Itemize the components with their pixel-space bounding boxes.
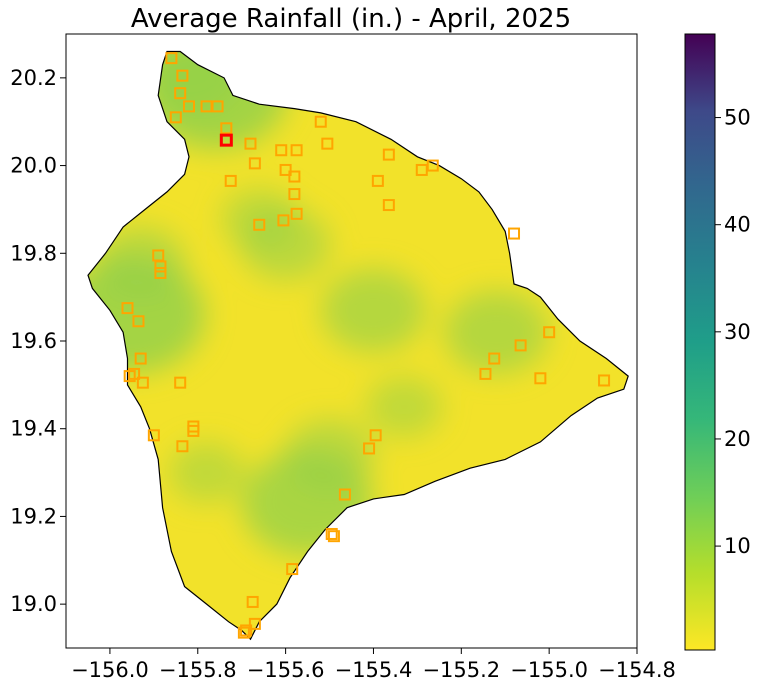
rainfall-high [366, 376, 442, 437]
colorbar: 10 20 30 40 50 [685, 34, 751, 650]
colorbar-tick-label: 50 [724, 106, 751, 130]
y-tick-label: 19.6 [10, 329, 57, 353]
y-tick-label: 19.8 [10, 241, 57, 265]
rainfall-high [285, 419, 375, 491]
y-tick-label: 19.4 [10, 417, 57, 441]
x-tick-label: −155.0 [510, 658, 588, 682]
y-tick-label: 19.2 [10, 504, 57, 528]
colorbar-tick-label: 20 [724, 427, 751, 451]
x-tick-label: −156.0 [71, 658, 149, 682]
y-axis: 19.0 19.2 19.4 19.6 19.8 20.0 20.2 [10, 66, 66, 616]
x-tick-label: −155.4 [335, 658, 413, 682]
y-tick-label: 20.2 [10, 66, 57, 90]
rainfall-high [321, 269, 425, 352]
y-tick-label: 19.0 [10, 592, 57, 616]
colorbar-tick-label: 30 [724, 320, 751, 344]
colorbar-tick-label: 40 [724, 213, 751, 237]
x-tick-label: −155.2 [422, 658, 500, 682]
colorbar-tick-label: 10 [724, 534, 751, 558]
colorbar-gradient [685, 34, 715, 650]
rainfall-high [444, 291, 548, 374]
y-tick-label: 20.0 [10, 154, 57, 178]
x-tick-label: −155.6 [247, 658, 325, 682]
x-tick-label: −154.8 [598, 658, 676, 682]
x-tick-label: −155.8 [159, 658, 237, 682]
rainfall-high [221, 188, 297, 249]
chart-title: Average Rainfall (in.) - April, 2025 [131, 4, 571, 34]
x-axis: −156.0 −155.8 −155.6 −155.4 −155.2 −155.0 −154… [71, 648, 676, 682]
